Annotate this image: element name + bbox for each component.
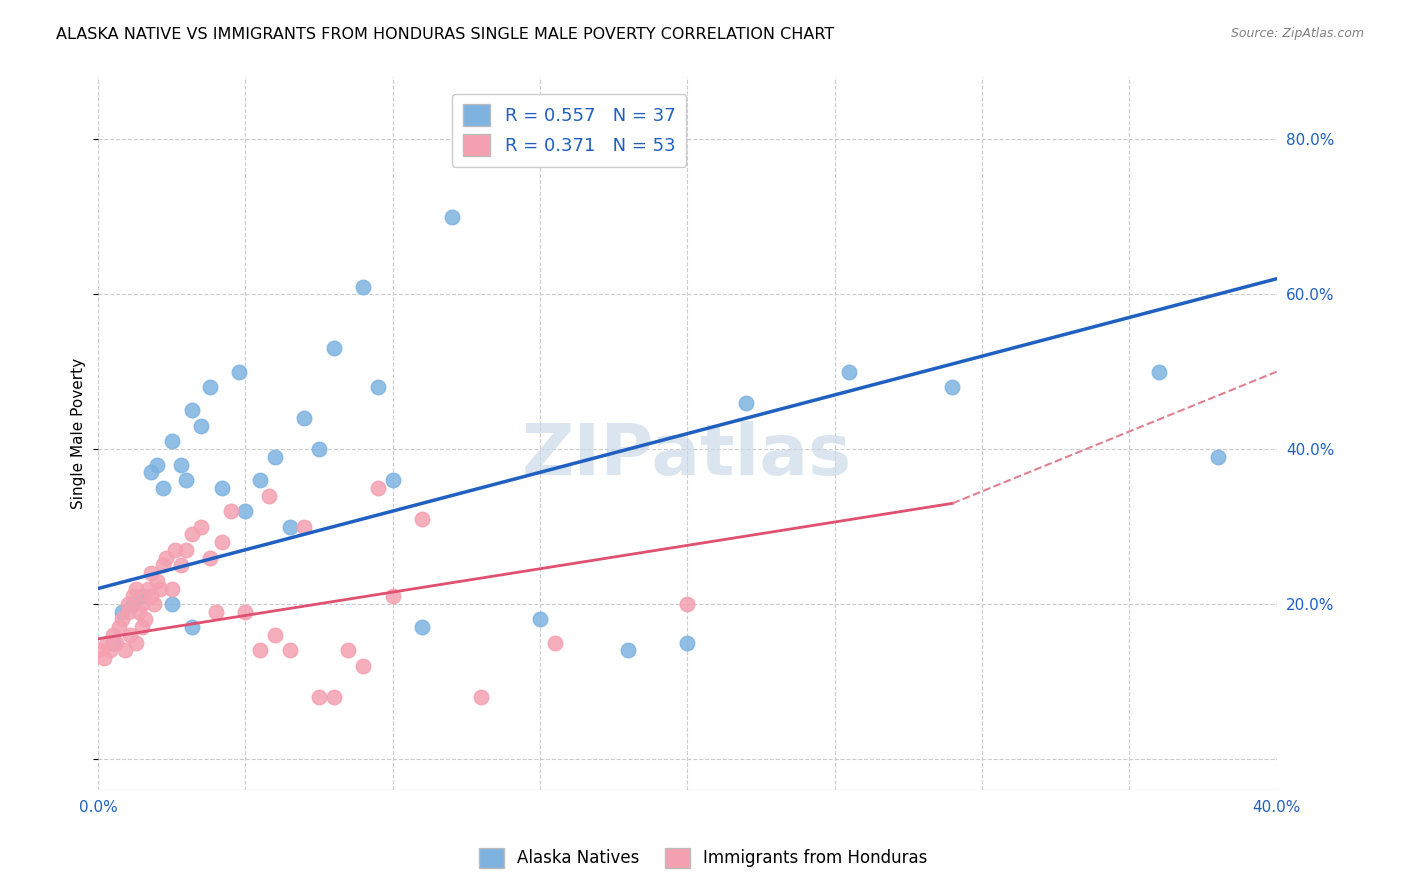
Point xyxy=(131,589,153,603)
Point xyxy=(411,512,433,526)
Point xyxy=(941,380,963,394)
Point xyxy=(676,597,699,611)
Point xyxy=(278,519,301,533)
Point xyxy=(134,612,156,626)
Point xyxy=(190,519,212,533)
Point xyxy=(136,582,159,596)
Point xyxy=(176,542,198,557)
Point xyxy=(470,690,492,704)
Point xyxy=(169,458,191,472)
Point xyxy=(110,612,132,626)
Point xyxy=(160,582,183,596)
Text: Source: ZipAtlas.com: Source: ZipAtlas.com xyxy=(1230,27,1364,40)
Point xyxy=(131,620,153,634)
Text: ZIPatlas: ZIPatlas xyxy=(522,420,852,490)
Point xyxy=(122,589,145,603)
Point xyxy=(122,597,145,611)
Point xyxy=(1147,365,1170,379)
Point xyxy=(292,411,315,425)
Point xyxy=(190,418,212,433)
Point xyxy=(160,597,183,611)
Point xyxy=(152,558,174,573)
Point xyxy=(110,605,132,619)
Point xyxy=(249,473,271,487)
Point xyxy=(181,620,204,634)
Point xyxy=(101,628,124,642)
Point xyxy=(93,651,115,665)
Point xyxy=(292,519,315,533)
Point xyxy=(219,504,242,518)
Point xyxy=(104,636,127,650)
Legend: Alaska Natives, Immigrants from Honduras: Alaska Natives, Immigrants from Honduras xyxy=(472,841,934,875)
Point xyxy=(544,636,567,650)
Point xyxy=(181,527,204,541)
Point xyxy=(152,481,174,495)
Point xyxy=(235,504,257,518)
Point xyxy=(308,442,330,457)
Point xyxy=(160,434,183,449)
Point xyxy=(96,636,118,650)
Point xyxy=(263,450,285,464)
Point xyxy=(676,636,699,650)
Point xyxy=(617,643,640,657)
Point xyxy=(146,458,169,472)
Point xyxy=(139,466,162,480)
Point xyxy=(322,690,344,704)
Point xyxy=(87,643,110,657)
Point xyxy=(367,380,389,394)
Point xyxy=(120,628,142,642)
Point xyxy=(146,574,169,588)
Point xyxy=(278,643,301,657)
Point xyxy=(149,582,172,596)
Point xyxy=(735,395,758,409)
Point xyxy=(181,403,204,417)
Point xyxy=(205,605,228,619)
Y-axis label: Single Male Poverty: Single Male Poverty xyxy=(72,358,86,509)
Point xyxy=(257,489,280,503)
Point xyxy=(263,628,285,642)
Point xyxy=(337,643,360,657)
Point xyxy=(352,659,374,673)
Point xyxy=(198,550,221,565)
Point xyxy=(308,690,330,704)
Point xyxy=(838,365,860,379)
Point xyxy=(211,535,233,549)
Point xyxy=(169,558,191,573)
Point xyxy=(411,620,433,634)
Point xyxy=(114,643,136,657)
Point xyxy=(143,597,166,611)
Point xyxy=(128,605,150,619)
Point xyxy=(155,550,177,565)
Point xyxy=(249,643,271,657)
Point xyxy=(198,380,221,394)
Point xyxy=(125,582,148,596)
Point xyxy=(163,542,186,557)
Point xyxy=(352,279,374,293)
Point xyxy=(101,636,124,650)
Point xyxy=(381,473,404,487)
Text: ALASKA NATIVE VS IMMIGRANTS FROM HONDURAS SINGLE MALE POVERTY CORRELATION CHART: ALASKA NATIVE VS IMMIGRANTS FROM HONDURA… xyxy=(56,27,835,42)
Point xyxy=(125,636,148,650)
Legend: R = 0.557   N = 37, R = 0.371   N = 53: R = 0.557 N = 37, R = 0.371 N = 53 xyxy=(453,94,686,167)
Point xyxy=(367,481,389,495)
Point xyxy=(139,589,162,603)
Point xyxy=(131,597,153,611)
Point xyxy=(211,481,233,495)
Point xyxy=(1206,450,1229,464)
Point xyxy=(228,365,250,379)
Point xyxy=(176,473,198,487)
Point xyxy=(98,643,121,657)
Point xyxy=(139,566,162,580)
Point xyxy=(117,605,139,619)
Point xyxy=(322,342,344,356)
Point xyxy=(107,620,129,634)
Point xyxy=(117,597,139,611)
Point xyxy=(529,612,551,626)
Point xyxy=(235,605,257,619)
Point xyxy=(381,589,404,603)
Point xyxy=(440,210,463,224)
